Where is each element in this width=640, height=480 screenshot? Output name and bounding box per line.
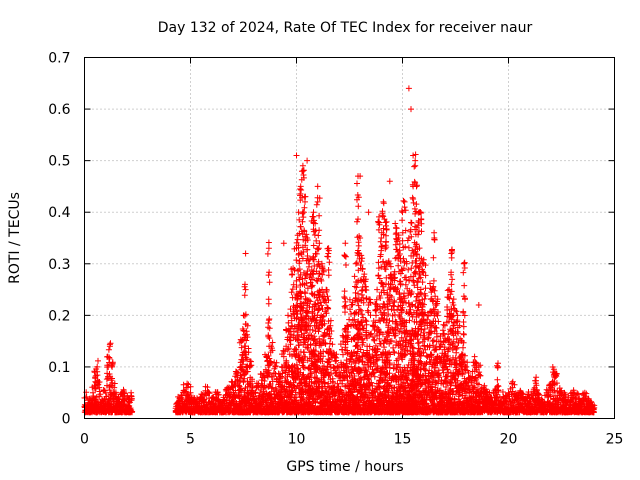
y-tick-label: 0.6	[48, 102, 70, 118]
data-point	[184, 380, 191, 387]
data-point	[204, 384, 211, 391]
x-tick-label: 10	[288, 432, 306, 448]
data-point	[107, 340, 114, 347]
data-point	[266, 325, 273, 332]
data-point	[241, 387, 248, 394]
data-point	[238, 344, 245, 351]
y-tick-label: 0	[62, 412, 71, 428]
data-point	[97, 391, 104, 398]
data-point	[257, 390, 263, 396]
x-axis-label: GPS time / hours	[286, 459, 403, 475]
data-point	[249, 376, 255, 383]
data-point	[92, 385, 99, 392]
data-point	[106, 371, 113, 377]
data-point	[235, 382, 242, 389]
data-point	[242, 343, 249, 350]
y-axis-label: ROTI / TECUs	[7, 192, 23, 284]
data-point	[109, 359, 116, 366]
data-point	[232, 394, 239, 401]
y-tick-label: 0.3	[48, 257, 70, 273]
data-point	[242, 281, 248, 288]
data-point	[265, 300, 272, 307]
data-point	[238, 389, 245, 396]
data-point	[269, 339, 276, 346]
data-point	[266, 335, 273, 342]
data-point	[264, 250, 271, 257]
data-point	[239, 361, 246, 368]
data-point	[215, 391, 222, 398]
y-tick-label: 0.5	[48, 154, 70, 170]
data-point	[265, 239, 272, 246]
x-tick-label: 15	[394, 432, 412, 448]
data-point	[237, 386, 244, 393]
x-tick-label: 25	[606, 432, 624, 448]
data-point	[105, 346, 112, 353]
data-point	[244, 334, 251, 341]
y-tick-label: 0.4	[48, 205, 70, 221]
data-point	[244, 368, 251, 375]
data-point	[243, 337, 250, 344]
chart-title: Day 132 of 2024, Rate Of TEC Index for r…	[158, 20, 533, 36]
data-point	[265, 333, 272, 340]
data-point	[269, 384, 276, 391]
data-points	[81, 85, 598, 416]
data-point	[245, 349, 252, 356]
data-point	[201, 396, 208, 403]
y-tick-label: 0.1	[48, 360, 70, 376]
data-point	[266, 316, 273, 322]
data-point	[266, 279, 273, 286]
data-point	[241, 292, 248, 299]
data-point	[269, 347, 276, 354]
data-point	[240, 357, 247, 364]
x-tick-label: 20	[500, 432, 518, 448]
axis-ticks: 0 5 10 15 20 25 0 0.1 0.2 0.3 0.4 0.5 0.6 0.7	[48, 51, 623, 448]
data-point	[95, 357, 101, 364]
data-point	[96, 379, 103, 385]
y-tick-label: 0.7	[48, 51, 70, 67]
data-point	[265, 320, 272, 326]
x-tick-label: 0	[80, 432, 89, 448]
data-point	[187, 383, 194, 390]
data-point	[234, 369, 241, 376]
data-point	[266, 269, 273, 276]
data-point	[241, 375, 248, 382]
data-point	[128, 395, 135, 402]
data-point	[111, 380, 118, 387]
data-point	[112, 389, 119, 396]
x-tick-label: 5	[186, 432, 195, 448]
data-point	[103, 393, 110, 400]
data-point	[229, 397, 236, 404]
y-tick-label: 0.2	[48, 308, 70, 324]
data-point	[129, 408, 136, 415]
